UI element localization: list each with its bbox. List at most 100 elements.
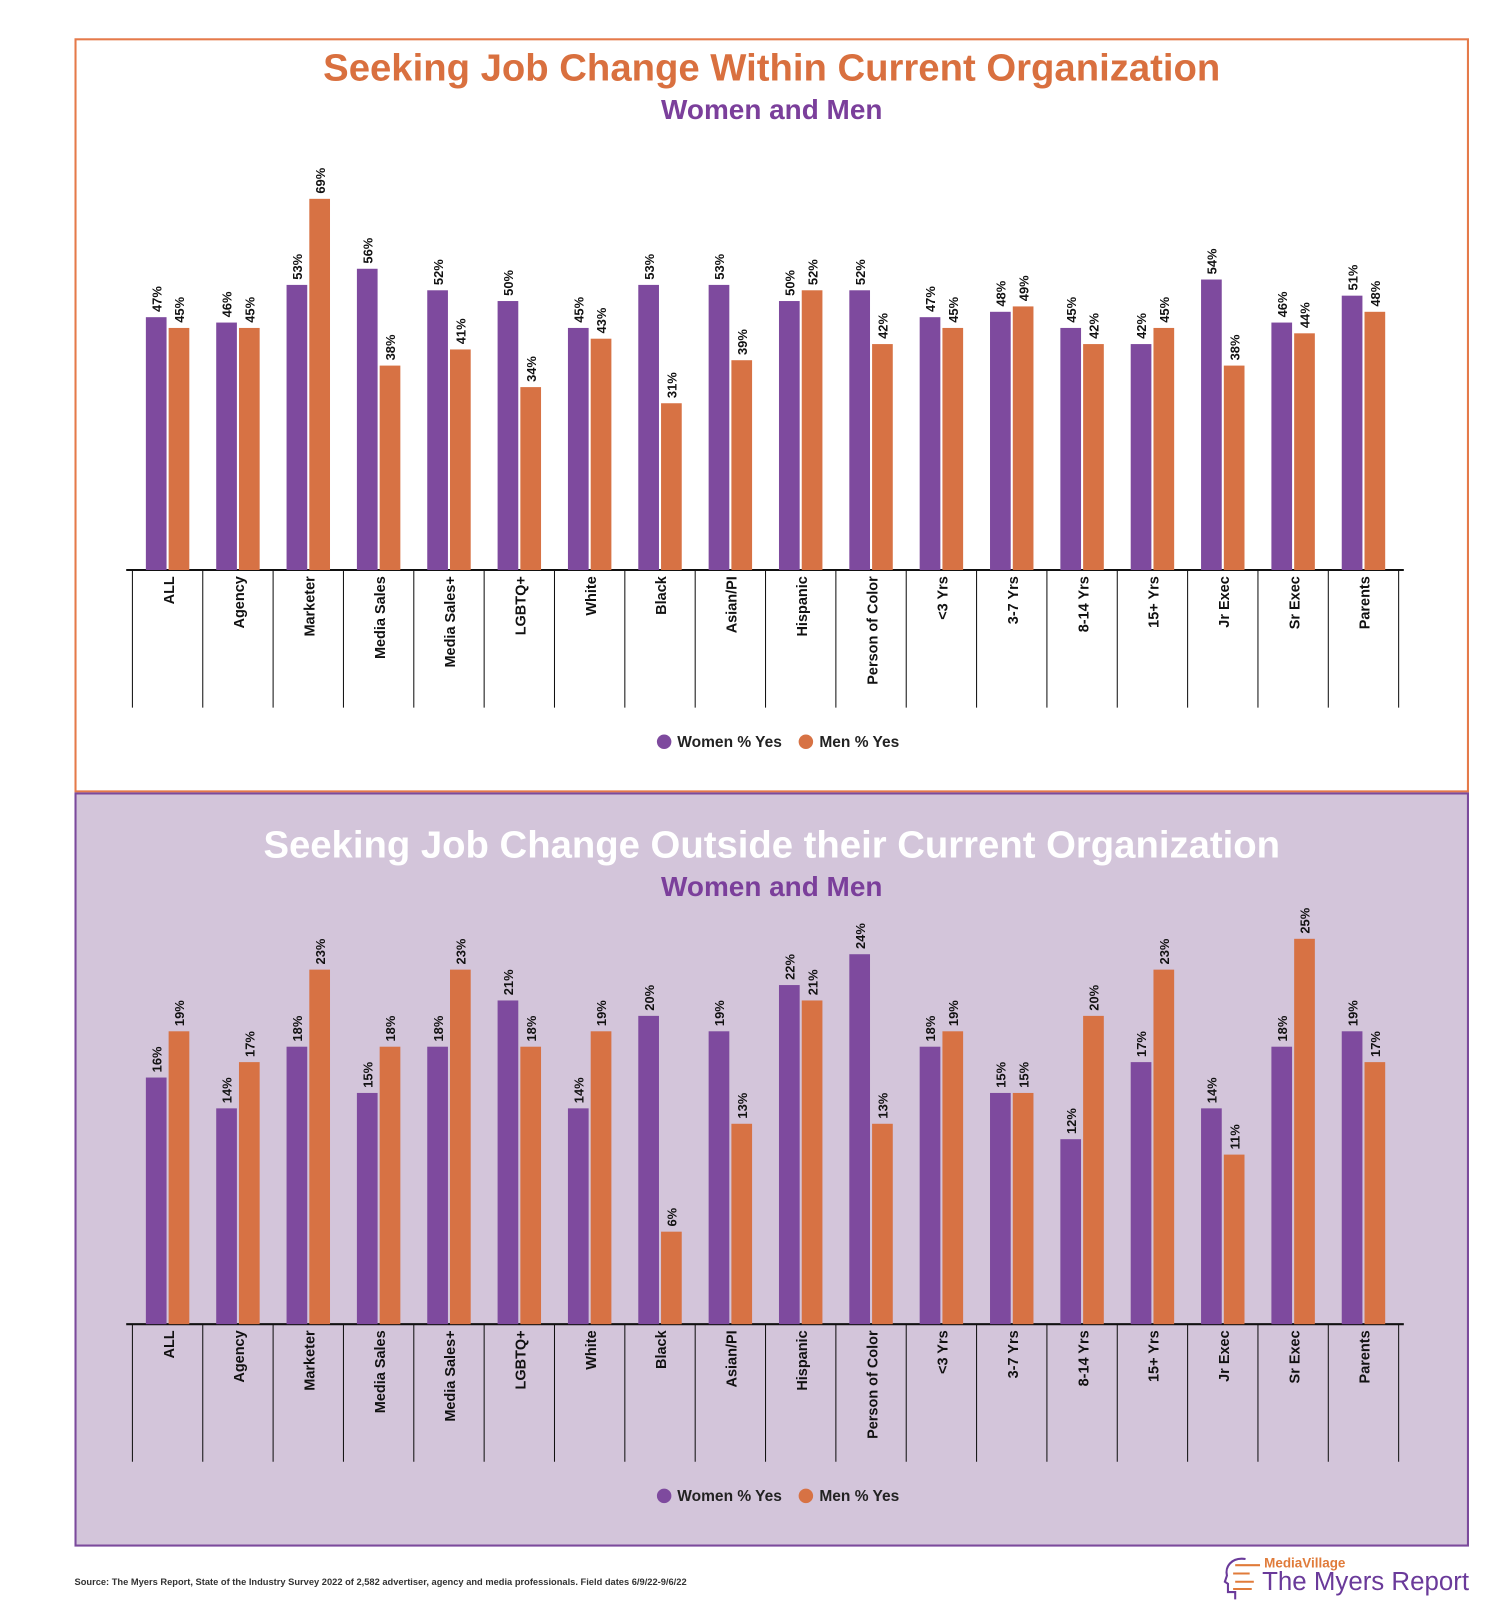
x-tick-label: <3 Yrs	[936, 1330, 952, 1374]
bar-women	[1060, 327, 1082, 571]
bar-men	[1223, 1154, 1245, 1325]
x-tick-label: 3-7 Yrs	[1006, 576, 1022, 624]
bar-women	[1201, 1108, 1222, 1325]
bar-women	[567, 327, 589, 571]
bar-women	[145, 317, 167, 571]
data-label: 13%	[735, 1092, 750, 1118]
x-tick-label: Jr Exec	[1217, 1330, 1233, 1382]
data-label: 14%	[571, 1077, 586, 1103]
data-label: 19%	[1345, 1000, 1360, 1026]
x-tick-label: Hispanic	[795, 576, 811, 636]
data-label: 48%	[994, 280, 1009, 306]
bar-women	[216, 322, 237, 571]
bar-chart-outside: ALL 16% 19% Agency 14% 17% Marketer 18% 23% Media…	[126, 907, 1404, 1462]
bar-women	[1130, 344, 1152, 571]
data-label: 18%	[923, 1015, 938, 1041]
data-label: 17%	[242, 1031, 257, 1057]
source-note: Source: The Myers Report, State of the I…	[74, 1576, 687, 1587]
legend-swatch-men	[798, 1488, 814, 1504]
legend-swatch-women	[656, 734, 672, 749]
data-label: 19%	[594, 1000, 609, 1026]
data-label: 15%	[1016, 1061, 1031, 1087]
x-tick-label: Sr Exec	[1287, 576, 1303, 629]
data-label: 53%	[712, 253, 727, 279]
x-tick-label: Person of Color	[865, 576, 881, 685]
x-tick-label: White	[584, 576, 600, 615]
bar-women	[356, 268, 378, 571]
bar-women	[216, 1108, 237, 1325]
data-label: 15%	[994, 1061, 1009, 1087]
x-tick-label: Parents	[1358, 576, 1374, 629]
data-label: 21%	[805, 969, 820, 995]
x-tick-label: White	[584, 1330, 600, 1369]
data-label: 17%	[1134, 1031, 1149, 1057]
data-label: 52%	[853, 259, 868, 285]
data-label: 38%	[383, 334, 398, 360]
data-label: 19%	[172, 1000, 187, 1026]
data-label: 19%	[946, 1000, 961, 1026]
x-tick-label: 15+ Yrs	[1147, 576, 1163, 628]
data-label: 46%	[220, 291, 235, 317]
bar-men	[661, 403, 682, 571]
bar-men	[661, 1231, 682, 1325]
bar-women	[1271, 1046, 1293, 1325]
legend: Women % Yes Men % Yes	[77, 733, 1467, 751]
bar-women	[990, 311, 1011, 571]
bar-women	[1341, 1031, 1363, 1325]
bar-men	[1012, 1092, 1034, 1325]
bar-women	[1341, 295, 1363, 571]
legend-swatch-women	[656, 1488, 672, 1504]
myers-report-logo: MediaVillage The Myers Report	[1223, 1555, 1471, 1602]
bar-men	[801, 1000, 823, 1325]
data-label: 56%	[360, 237, 375, 263]
bar-men	[379, 1046, 401, 1325]
bar-men	[731, 360, 753, 571]
data-label: 45%	[242, 296, 257, 322]
x-tick-label: ALL	[162, 576, 178, 604]
x-tick-label: Media Sales	[373, 1330, 389, 1413]
data-label: 45%	[172, 296, 187, 322]
chart-panel-within: Seeking Job Change Within Current Organi…	[74, 38, 1469, 793]
x-tick-label: Marketer	[302, 576, 318, 637]
bar-men	[872, 344, 893, 571]
data-label: 49%	[1016, 275, 1031, 301]
x-tick-label: Agency	[232, 1330, 248, 1382]
data-label: 23%	[1157, 938, 1172, 964]
bar-men	[1294, 333, 1315, 571]
data-label: 15%	[360, 1061, 375, 1087]
bar-women	[567, 1108, 589, 1325]
bar-men	[942, 327, 964, 571]
data-label: 69%	[313, 167, 328, 193]
data-label: 53%	[290, 253, 305, 279]
data-label: 6%	[665, 1207, 680, 1226]
data-label: 42%	[876, 313, 891, 339]
bar-women	[778, 301, 800, 571]
data-label: 14%	[1205, 1077, 1220, 1103]
bar-men	[1083, 1015, 1104, 1325]
x-tick-label: Black	[654, 1329, 670, 1369]
data-label: 47%	[923, 286, 938, 312]
data-label: 18%	[1275, 1015, 1290, 1041]
bar-women	[1271, 322, 1293, 571]
data-label: 54%	[1205, 248, 1220, 274]
legend-swatch-men	[798, 734, 814, 749]
legend: Women % Yes Men % Yes	[77, 1488, 1467, 1505]
x-tick-label: LGBTQ+	[514, 576, 530, 635]
bar-men	[450, 969, 471, 1325]
data-label: 50%	[501, 269, 516, 295]
bar-men	[309, 198, 331, 571]
data-label: 50%	[782, 269, 797, 295]
data-label: 13%	[876, 1092, 891, 1118]
x-tick-label: Parents	[1358, 1330, 1374, 1383]
bar-men	[1223, 365, 1245, 571]
data-label: 22%	[782, 954, 797, 980]
data-label: 24%	[853, 923, 868, 949]
bar-women	[919, 1046, 941, 1325]
bar-women	[356, 1092, 378, 1325]
x-tick-label: Black	[654, 575, 670, 615]
bar-men	[309, 969, 331, 1325]
data-label: 43%	[594, 307, 609, 333]
x-tick-label: ALL	[162, 1330, 178, 1358]
logo-myers-report: The Myers Report	[1262, 1567, 1470, 1597]
